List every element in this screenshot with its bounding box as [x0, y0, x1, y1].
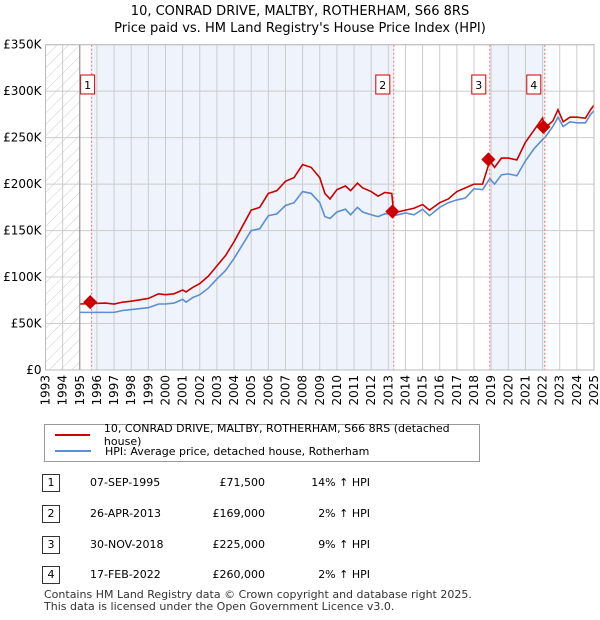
- sale-date: 17-FEB-2022: [90, 568, 161, 581]
- x-tick-label: 2022: [536, 375, 550, 406]
- y-tick-label: £0: [26, 363, 41, 377]
- sale-label: 4: [530, 79, 537, 92]
- x-tick-label: 2016: [433, 375, 447, 406]
- hpi-diff: 2% ↑ HPI: [318, 507, 370, 520]
- x-tick-label: 1995: [73, 375, 87, 406]
- sale-point: [83, 295, 98, 310]
- sale-point: [385, 204, 400, 219]
- y-tick-label: £100K: [3, 270, 43, 284]
- y-tick-label: £250K: [3, 131, 43, 145]
- property-line-swatch: [55, 434, 90, 436]
- x-tick-label: 2004: [227, 375, 241, 406]
- x-tick-label: 2014: [398, 375, 412, 406]
- x-tick-label: 2010: [330, 375, 344, 406]
- plot-frame: [45, 44, 595, 371]
- legend-item-property: 10, CONRAD DRIVE, MALTBY, ROTHERHAM, S66…: [55, 422, 479, 448]
- legend-item-hpi: HPI: Average price, detached house, Roth…: [55, 443, 369, 459]
- x-tick-label: 2002: [193, 375, 207, 406]
- footer: Contains HM Land Registry data © Crown c…: [44, 589, 472, 613]
- x-tick-label: 2006: [261, 375, 275, 406]
- x-tick-label: 2020: [501, 375, 515, 406]
- x-tick-label: 2008: [296, 375, 310, 406]
- price-chart: 1 2 3 4 £0 £50K £100K £150K £200K £250K £300K £350K…: [3, 38, 600, 406]
- sale-label: 2: [379, 79, 386, 92]
- x-tick-label: 2021: [518, 375, 532, 406]
- sale-point: [481, 152, 496, 167]
- x-tick-label: 2005: [244, 375, 258, 406]
- sale-label: 1: [84, 79, 91, 92]
- x-tick-label: 2007: [278, 375, 292, 406]
- footer-line: This data is licensed under the Open Gov…: [44, 600, 395, 613]
- sale-number: 2: [42, 505, 60, 523]
- sale-number: 4: [42, 566, 60, 584]
- x-tick-label: 2019: [484, 375, 498, 406]
- x-tick-label: 1997: [107, 375, 121, 406]
- x-tick-label: 1993: [39, 375, 53, 406]
- hpi-line: [79, 110, 595, 314]
- x-tick-label: 1998: [124, 375, 138, 406]
- x-tick-label: 1994: [56, 375, 70, 406]
- x-tick-label: 2024: [570, 375, 584, 406]
- x-tick-label: 2000: [158, 375, 172, 406]
- sale-label-box: [471, 74, 487, 95]
- x-tick-label: 2017: [450, 375, 464, 406]
- x-tick-label: 1996: [90, 375, 104, 406]
- sale-price: £260,000: [212, 568, 266, 581]
- sale-label: 3: [475, 79, 482, 92]
- table-row: 2 26-APR-2013 £169,000 2% ↑ HPI: [0, 505, 600, 525]
- x-tick-label: 2023: [553, 375, 567, 406]
- x-tick-label: 2012: [364, 375, 378, 406]
- ownership-shade: [489, 44, 545, 370]
- hpi-diff: 2% ↑ HPI: [318, 568, 370, 581]
- property-price-line: [79, 104, 595, 305]
- hpi-diff: 9% ↑ HPI: [318, 538, 370, 551]
- legend: 10, CONRAD DRIVE, MALTBY, ROTHERHAM, S66…: [44, 422, 480, 462]
- x-tick-label: 2013: [381, 375, 395, 406]
- chart-subtitle: Price paid vs. HM Land Registry's House …: [114, 21, 486, 36]
- sale-label-box: [80, 74, 96, 95]
- sale-date: 26-APR-2013: [90, 507, 162, 520]
- sale-price: £225,000: [212, 538, 266, 551]
- sale-label-box: [526, 74, 542, 95]
- legend-label: HPI: Average price, detached house, Roth…: [105, 444, 370, 458]
- sale-label-box: [375, 74, 391, 95]
- x-tick-label: 2025: [587, 375, 600, 406]
- chart-title: 10, CONRAD DRIVE, MALTBY, ROTHERHAM, S66…: [130, 4, 470, 19]
- x-tick-label: 2003: [210, 375, 224, 406]
- table-row: 4 17-FEB-2022 £260,000 2% ↑ HPI: [0, 566, 600, 586]
- y-tick-label: £350K: [3, 38, 43, 52]
- y-tick-label: £50K: [11, 317, 43, 331]
- y-tick-label: £300K: [3, 84, 43, 98]
- sale-number: 1: [42, 474, 60, 492]
- sale-price: £169,000: [212, 507, 266, 520]
- x-tick-label: 2015: [416, 375, 430, 406]
- x-tick-label: 2001: [176, 375, 190, 406]
- x-tick-label: 2009: [313, 375, 327, 406]
- y-tick-label: £200K: [3, 177, 43, 191]
- sale-date: 30-NOV-2018: [90, 538, 164, 551]
- legend-label: 10, CONRAD DRIVE, MALTBY, ROTHERHAM, S66…: [103, 422, 450, 448]
- sale-number: 3: [42, 536, 60, 554]
- table-row: 3 30-NOV-2018 £225,000 9% ↑ HPI: [0, 536, 600, 556]
- ownership-shade: [91, 44, 394, 370]
- footer-line: Contains HM Land Registry data © Crown c…: [44, 588, 472, 601]
- x-tick-label: 2011: [347, 375, 361, 406]
- y-tick-label: £150K: [3, 224, 43, 238]
- sale-date: 07-SEP-1995: [90, 476, 161, 489]
- hpi-line-swatch: [55, 450, 91, 452]
- x-tick-label: 2018: [467, 375, 481, 406]
- table-row: 1 07-SEP-1995 £71,500 14% ↑ HPI: [0, 474, 600, 494]
- x-tick-label: 1999: [141, 375, 155, 406]
- hpi-diff: 14% ↑ HPI: [311, 476, 370, 489]
- sale-price: £71,500: [219, 476, 266, 489]
